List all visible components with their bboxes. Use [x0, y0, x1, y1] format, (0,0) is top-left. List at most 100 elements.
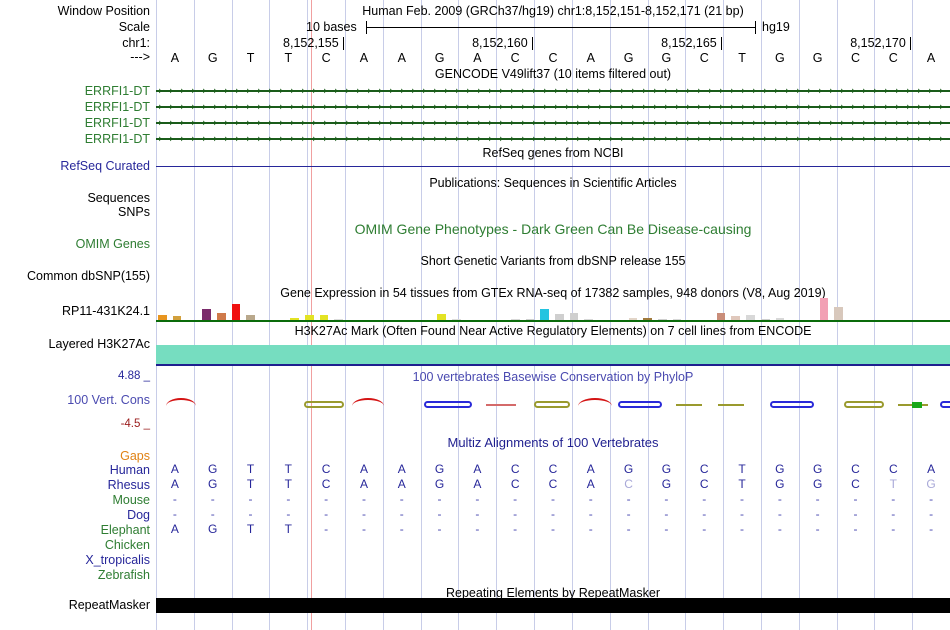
gtex-track-title: Gene Expression in 54 tissues from GTEx …: [280, 286, 826, 300]
gtex-tissue-bar[interactable]: [437, 313, 447, 320]
species-label-human[interactable]: Human: [109, 463, 150, 477]
phylop-conservation-wiggle[interactable]: [156, 390, 950, 424]
strand-arrow-right-icon: ›: [642, 132, 647, 145]
strand-arrow-right-icon: ›: [422, 100, 427, 113]
strand-arrow-right-icon: ›: [895, 100, 900, 113]
gtex-tissue-bar[interactable]: [525, 318, 535, 320]
gtex-tissue-bar[interactable]: [305, 315, 314, 320]
gene-row-errfi1dt-2[interactable]: › › › › › › › › › › › › › › › › › › › › › › › › › › › › › › › › › › › › › › › ›…: [156, 100, 950, 113]
sidebar-item-snps[interactable]: SNPs: [118, 205, 150, 219]
strand-arrow-right-icon: ›: [664, 100, 669, 113]
coordinate-ruler: 8,152,155 8,152,160 8,152,165 8,152,170: [156, 36, 950, 52]
gtex-tissue-bar[interactable]: [510, 318, 520, 320]
strand-arrow-right-icon: ›: [862, 116, 867, 129]
gene-row-errfi1dt-3[interactable]: › › › › › › › › › › › › › › › › › › › › › › › › › › › › › › › › › › › › › › › ›…: [156, 116, 950, 129]
strand-arrow-right-icon: ›: [301, 132, 306, 145]
species-label-dog[interactable]: Dog: [127, 508, 150, 522]
multiz-base: C: [510, 462, 520, 476]
ruler-tick-label: 8,152,160: [472, 36, 528, 50]
gtex-tissue-bar[interactable]: [319, 315, 329, 320]
strand-arrow-right-icon: ›: [917, 116, 922, 129]
sidebar-item-refseq-curated[interactable]: RefSeq Curated: [60, 159, 150, 173]
strand-arrow-right-icon: ›: [378, 84, 383, 97]
species-label-zebrafish[interactable]: Zebrafish: [97, 568, 150, 582]
gtex-tissue-bar[interactable]: [775, 317, 785, 320]
gtex-tissue-bar[interactable]: [746, 315, 755, 320]
multiz-base: C: [321, 477, 331, 491]
species-label-x_tropicalis[interactable]: X_tropicalis: [85, 553, 150, 567]
strand-arrow-right-icon: ›: [499, 132, 504, 145]
sidebar-item-gtex-gene[interactable]: RP11-431K24.1: [61, 304, 150, 318]
strand-arrow-right-icon: ›: [818, 132, 823, 145]
gtex-tissue-bar[interactable]: [290, 317, 300, 320]
multiz-gap: -: [588, 492, 593, 506]
strand-arrow-right-icon: ›: [488, 132, 493, 145]
strand-arrow-right-icon: ›: [664, 116, 669, 129]
strand-arrow-right-icon: ›: [708, 84, 713, 97]
multiz-base-mismatch: C: [624, 477, 633, 491]
gtex-tissue-bar[interactable]: [731, 316, 741, 320]
gtex-tissue-bar[interactable]: [760, 318, 770, 320]
gtex-tissue-bar[interactable]: [584, 318, 594, 320]
repeatmasker-block[interactable]: [156, 598, 950, 613]
species-label-elephant[interactable]: Elephant: [100, 523, 150, 537]
sidebar-item-layered-h3k27ac[interactable]: Layered H3K27Ac: [48, 337, 150, 351]
strand-arrow-right-icon: ›: [246, 84, 251, 97]
multiz-gap: -: [929, 492, 934, 506]
multiz-row-zebrafish: [156, 567, 950, 582]
sidebar-item-gene-errfi1dt-1[interactable]: ERRFI1-DT: [84, 84, 150, 98]
sidebar-item-sequences[interactable]: Sequences: [87, 191, 150, 205]
strand-arrow-right-icon: ›: [268, 84, 273, 97]
strand-arrow-right-icon: ›: [642, 116, 647, 129]
strand-arrow-right-icon: ›: [631, 84, 636, 97]
sidebar-item-common-dbsnp[interactable]: Common dbSNP(155): [27, 269, 150, 283]
gtex-tissue-bar[interactable]: [216, 312, 226, 320]
gtex-tissue-bar[interactable]: [246, 315, 255, 320]
sidebar-item-repeatmasker[interactable]: RepeatMasker: [68, 598, 150, 612]
gtex-tissue-bar[interactable]: [452, 318, 461, 320]
strand-arrow-right-icon: ›: [609, 132, 614, 145]
track-label-column: Window Position Scale chr1: ---> ERRFI1-…: [0, 0, 156, 630]
species-label-mouse[interactable]: Mouse: [112, 493, 150, 507]
species-label-chicken[interactable]: Chicken: [104, 538, 150, 552]
sidebar-item-gene-errfi1dt-2[interactable]: ERRFI1-DT: [84, 100, 150, 114]
gtex-tissue-bar[interactable]: [202, 309, 211, 320]
gtex-tissue-bar[interactable]: [334, 318, 344, 320]
sidebar-item-100-vert-cons[interactable]: 100 Vert. Cons: [67, 393, 150, 407]
gtex-tissue-bar[interactable]: [231, 304, 241, 320]
strand-arrow-right-icon: ›: [741, 116, 746, 129]
sidebar-item-gene-errfi1dt-4[interactable]: ERRFI1-DT: [84, 132, 150, 146]
sidebar-item-gene-errfi1dt-3[interactable]: ERRFI1-DT: [84, 116, 150, 130]
multiz-gap: -: [324, 492, 329, 506]
multiz-gap: -: [664, 522, 669, 536]
multiz-base: A: [359, 477, 368, 491]
gtex-tissue-bar[interactable]: [672, 318, 682, 320]
gtex-tissue-bar[interactable]: [657, 318, 667, 320]
strand-arrow-right-icon: ›: [862, 84, 867, 97]
multiz-gap: -: [626, 507, 631, 521]
multiz-gap: -: [588, 522, 593, 536]
gtex-tissue-bar[interactable]: [555, 313, 564, 320]
gtex-tissue-bar[interactable]: [819, 298, 829, 320]
gtex-expression-barchart[interactable]: [156, 296, 950, 322]
gtex-tissue-bar[interactable]: [643, 317, 652, 320]
multiz-gap: -: [853, 522, 858, 536]
multiz-row-mouse: ---------------------: [156, 492, 950, 507]
strand-arrow-right-icon: ›: [312, 100, 317, 113]
gtex-tissue-bar[interactable]: [716, 312, 726, 320]
gtex-tissue-bar[interactable]: [172, 316, 182, 320]
gtex-tissue-bar[interactable]: [834, 306, 844, 320]
gtex-tissue-bar[interactable]: [569, 312, 579, 320]
gene-row-errfi1dt-4[interactable]: › › › › › › › › › › › › › › › › › › › › › › › › › › › › › › › › › › › › › › › ›…: [156, 132, 950, 145]
strand-arrow-right-icon: ›: [400, 84, 405, 97]
gtex-tissue-bar[interactable]: [628, 317, 638, 320]
multiz-base: C: [548, 477, 558, 491]
h3k27ac-signal[interactable]: [156, 345, 950, 364]
gene-row-errfi1dt-1[interactable]: › › › › › › › › › › › › › › › › › › › › › › › › › › › › › › › › › › › › › › › ›…: [156, 84, 950, 97]
gtex-tissue-bar[interactable]: [158, 315, 167, 320]
strand-arrow-right-icon: ›: [158, 100, 163, 113]
species-label-rhesus[interactable]: Rhesus: [107, 478, 150, 492]
sidebar-item-omim-genes[interactable]: OMIM Genes: [75, 237, 150, 251]
strand-arrow-right-icon: ›: [246, 116, 251, 129]
gtex-tissue-bar[interactable]: [540, 309, 549, 320]
